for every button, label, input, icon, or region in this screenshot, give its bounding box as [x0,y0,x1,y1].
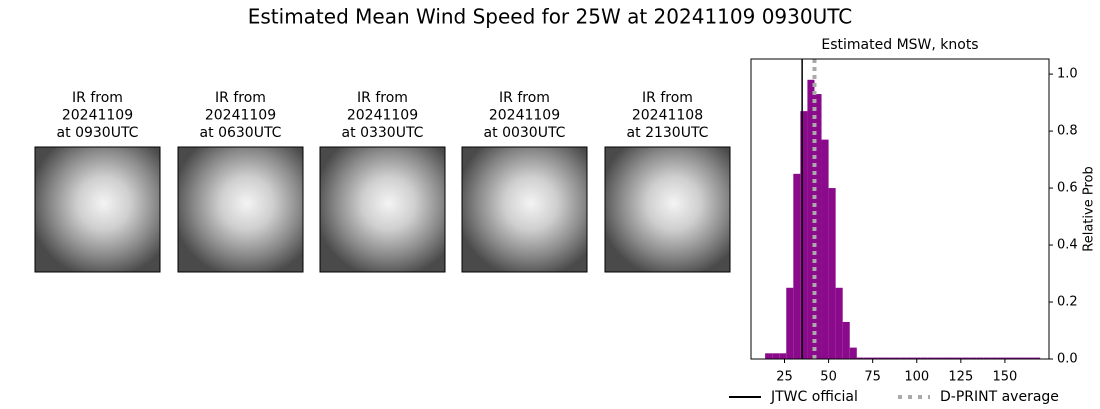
bar [779,353,787,359]
legend-label: D-PRINT average [940,389,1059,405]
panel-title: 20241108 [632,108,703,124]
bar [870,357,878,359]
bar [969,357,977,359]
bar [1019,357,1027,359]
y-tick-label: 1.0 [1057,67,1078,82]
bar [814,94,822,360]
bar [863,357,871,359]
bar [941,357,949,359]
bar [899,357,907,359]
bar [920,357,928,359]
bar [976,357,984,359]
bar [892,357,900,359]
bar [1011,357,1020,359]
panel-title: IR from [642,90,693,106]
bar [913,357,921,359]
bar [948,357,956,359]
bar [997,357,1005,359]
bar [807,79,815,359]
bar [786,287,794,359]
panel-title: at 0630UTC [200,125,282,141]
x-tick-label: 75 [864,370,881,385]
panel-title: at 0330UTC [342,125,424,141]
bar [927,357,935,359]
panel-title: IR from [499,90,550,106]
bar [1004,357,1012,359]
ir-image [177,146,304,273]
panel-title: IR from [215,90,266,106]
bar [1026,357,1034,359]
legend-label: JTWC official [770,389,858,405]
panel-title: 20241109 [489,108,560,124]
y-tick-label: 0.8 [1057,124,1078,139]
panel-title: at 2130UTC [627,125,709,141]
x-tick-label: 100 [904,370,929,385]
bar [962,357,970,359]
bar [885,357,893,359]
bar [765,353,773,359]
x-tick-label: 150 [993,370,1018,385]
bar [793,173,801,359]
x-tick-label: 125 [948,370,973,385]
panel-title: 20241109 [205,108,276,124]
bar [772,353,780,359]
bar [934,357,942,359]
panel-title: at 0030UTC [484,125,566,141]
page-title: Estimated Mean Wind Speed for 25W at 202… [248,5,853,29]
bar [983,357,991,359]
bar [990,357,998,359]
bar [835,287,843,359]
chart-title: Estimated MSW, knots [821,37,978,53]
bar [1033,357,1041,359]
bar [849,347,857,359]
bar [842,321,850,359]
bar [906,357,914,359]
x-tick-label: 25 [776,370,793,385]
panel-title: 20241109 [62,108,133,124]
y-axis-label: Relative Prob [1082,166,1097,251]
panel-title: IR from [357,90,408,106]
ir-image [34,146,161,273]
bar [828,188,836,359]
bar [877,357,886,359]
y-tick-label: 0.4 [1057,238,1078,253]
bar [821,139,829,359]
ir-image [461,146,588,273]
panel-title: 20241109 [347,108,418,124]
bar [800,111,808,359]
axes-frame [750,58,1050,360]
x-tick-label: 50 [820,370,837,385]
ir-image [604,146,731,273]
y-tick-label: 0.6 [1057,181,1078,196]
panel-title: at 0930UTC [57,125,139,141]
y-tick-label: 0.2 [1057,295,1078,310]
bar [856,357,864,359]
panel-title: IR from [72,90,123,106]
bar [955,357,963,359]
ir-image [319,146,446,273]
y-tick-label: 0.0 [1057,352,1078,367]
